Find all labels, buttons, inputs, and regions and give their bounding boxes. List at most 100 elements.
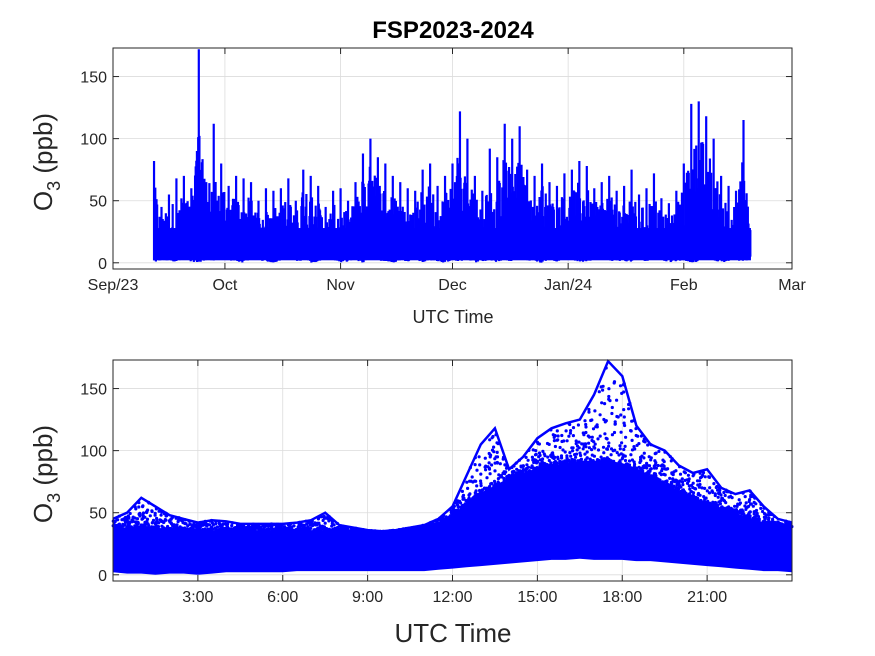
bottom-series-point bbox=[441, 519, 445, 524]
bottom-series-point bbox=[137, 505, 141, 509]
bottom-series-point bbox=[269, 526, 274, 530]
bottom-series-point bbox=[612, 430, 617, 435]
bottom-series-point bbox=[465, 500, 469, 505]
bottom-series-point bbox=[656, 463, 660, 468]
bottom-series-point bbox=[406, 529, 410, 533]
bottom-series-point bbox=[630, 448, 635, 452]
bottom-series-point bbox=[253, 528, 257, 532]
bottom-series-point bbox=[680, 480, 685, 484]
bottom-series-point bbox=[490, 463, 494, 467]
bottom-series-point bbox=[711, 500, 715, 504]
bottom-series-point bbox=[312, 528, 316, 532]
bottom-series-point bbox=[538, 453, 542, 457]
bottom-series-point bbox=[629, 429, 633, 433]
bottom-xtick-label: 15:00 bbox=[517, 589, 557, 606]
bottom-series-point bbox=[593, 409, 597, 413]
bottom-series-point bbox=[560, 439, 564, 444]
bottom-series-point bbox=[601, 384, 605, 388]
bottom-series-point bbox=[685, 478, 689, 482]
bottom-series-point bbox=[619, 413, 623, 417]
bottom-series-point bbox=[623, 444, 627, 448]
bottom-series-point bbox=[577, 446, 581, 450]
bottom-series-point bbox=[622, 408, 626, 412]
bottom-series-point bbox=[495, 460, 499, 465]
bottom-series-point bbox=[188, 522, 192, 527]
bottom-series-point bbox=[652, 466, 657, 470]
bottom-series-point bbox=[697, 485, 702, 489]
bottom-series-point bbox=[691, 474, 695, 478]
bottom-series-point bbox=[593, 442, 597, 446]
bottom-series-point bbox=[707, 475, 712, 479]
bottom-series-point bbox=[781, 524, 785, 528]
bottom-series-point bbox=[153, 513, 157, 517]
bottom-series-point bbox=[565, 461, 569, 465]
bottom-series-point bbox=[610, 411, 614, 416]
bottom-series-point bbox=[498, 462, 502, 466]
bottom-series-point bbox=[672, 484, 676, 488]
bottom-series-point bbox=[647, 464, 652, 468]
bottom-series-point bbox=[665, 482, 669, 486]
bottom-series-point bbox=[665, 479, 669, 483]
bottom-series-point bbox=[278, 528, 282, 532]
bottom-series-point bbox=[607, 387, 611, 391]
bottom-series-point bbox=[492, 479, 497, 483]
bottom-series-point bbox=[662, 460, 666, 464]
bottom-series-point bbox=[691, 491, 696, 495]
bottom-series-point bbox=[541, 449, 545, 453]
top-series-base-band bbox=[154, 228, 751, 261]
top-series bbox=[152, 49, 752, 263]
bottom-series-point bbox=[362, 530, 367, 534]
bottom-series-point bbox=[762, 511, 767, 516]
bottom-series-point bbox=[584, 430, 588, 435]
bottom-series-point bbox=[622, 421, 626, 425]
bottom-series-point bbox=[136, 522, 140, 526]
bottom-series-point bbox=[316, 528, 320, 532]
top-xtick-label: Nov bbox=[326, 277, 354, 294]
top-ticks: 0 50 100 150 Sep/23 Oct Nov Dec Jan/24 Feb Mar bbox=[80, 48, 806, 294]
bottom-series-point bbox=[465, 480, 469, 484]
bottom-series-point bbox=[783, 523, 787, 527]
bottom-series-point bbox=[761, 509, 765, 514]
bottom-series-point bbox=[467, 497, 471, 501]
bottom-series-point bbox=[150, 521, 154, 525]
bottom-series-point bbox=[129, 525, 133, 529]
bottom-series-point bbox=[459, 501, 463, 505]
bottom-series-point bbox=[700, 475, 704, 479]
bottom-series-point bbox=[653, 463, 657, 467]
bottom-series-point bbox=[273, 528, 277, 532]
bottom-series-point bbox=[611, 449, 615, 453]
bottom-series-point bbox=[588, 457, 592, 461]
bottom-series-point bbox=[297, 524, 301, 528]
bottom-xtick-label: 18:00 bbox=[602, 589, 642, 606]
bottom-series-point bbox=[560, 456, 564, 460]
bottom-series-point bbox=[493, 469, 497, 473]
bottom-series-point bbox=[659, 473, 663, 477]
bottom-series-point bbox=[299, 528, 303, 532]
bottom-series-point bbox=[423, 526, 427, 530]
bottom-series-point bbox=[603, 420, 607, 424]
bottom-series-point bbox=[773, 520, 777, 524]
bottom-series-point bbox=[535, 460, 540, 464]
bottom-series-point bbox=[524, 455, 528, 459]
bottom-series-point bbox=[636, 434, 640, 438]
bottom-ticks: 0 50 100 150 3:00 6:00 9:00 12:00 15:00 18:00 21:0… bbox=[80, 360, 792, 606]
bottom-series-point bbox=[694, 487, 698, 491]
bottom-series-point bbox=[571, 434, 576, 438]
bottom-series-point bbox=[382, 532, 386, 536]
bottom-series-point bbox=[448, 514, 452, 518]
bottom-series-point bbox=[608, 399, 612, 403]
bottom-series-point bbox=[658, 478, 662, 482]
bottom-series-point bbox=[581, 447, 585, 451]
bottom-series-point bbox=[438, 522, 442, 526]
bottom-series-point bbox=[748, 514, 752, 518]
bottom-series-point bbox=[752, 512, 756, 516]
bottom-series-point bbox=[714, 503, 718, 507]
bottom-series-point bbox=[503, 472, 507, 476]
bottom-series-point bbox=[622, 390, 626, 394]
bottom-series-point bbox=[587, 407, 591, 412]
bottom-series-point bbox=[534, 449, 538, 453]
bottom-series-point bbox=[479, 481, 483, 485]
top-ytick-label: 150 bbox=[80, 70, 107, 87]
bottom-series-point bbox=[475, 484, 479, 488]
bottom-series-point bbox=[521, 464, 525, 468]
